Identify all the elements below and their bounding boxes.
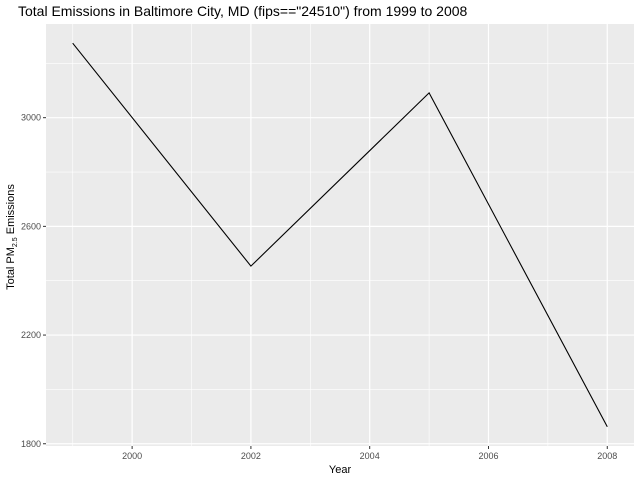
x-axis-ticks: 2000 2002 2004 2006 2008 bbox=[122, 446, 617, 461]
y-tick-label: 3000 bbox=[21, 113, 41, 123]
y-axis-title-end: Emissions bbox=[5, 184, 17, 238]
chart-title: Total Emissions in Baltimore City, MD (f… bbox=[18, 3, 468, 19]
y-axis-ticks: 1800 2200 2600 3000 bbox=[21, 113, 46, 449]
y-tick-label: 2200 bbox=[21, 330, 41, 340]
emissions-line bbox=[72, 42, 608, 428]
y-axis-title-main: Total PM bbox=[5, 247, 17, 290]
minor-gridlines bbox=[46, 24, 634, 446]
y-axis-title: Total PM2.5 Emissions bbox=[5, 184, 19, 290]
x-axis-title: Year bbox=[329, 464, 352, 476]
x-tick-label: 2008 bbox=[597, 451, 617, 461]
y-axis-title-subscript: 2.5 bbox=[12, 237, 19, 247]
y-tick-label: 2600 bbox=[21, 221, 41, 231]
x-tick-label: 2002 bbox=[241, 451, 261, 461]
plot-panel bbox=[46, 24, 634, 446]
major-gridlines bbox=[46, 24, 634, 446]
y-tick-label: 1800 bbox=[21, 439, 41, 449]
x-tick-label: 2004 bbox=[360, 451, 380, 461]
x-tick-label: 2000 bbox=[122, 451, 142, 461]
x-tick-label: 2006 bbox=[478, 451, 498, 461]
